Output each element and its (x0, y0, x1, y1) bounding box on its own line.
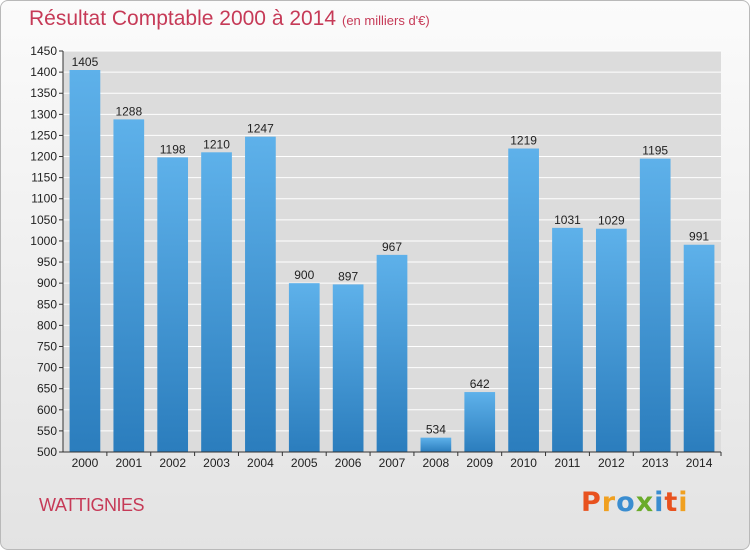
bar-2003 (201, 152, 232, 452)
x-tick-label: 2007 (379, 456, 406, 470)
data-label-2001: 1288 (115, 104, 142, 118)
bar-2013 (639, 158, 671, 452)
y-tick-label: 1250 (30, 128, 57, 142)
data-label-2009: 642 (470, 377, 490, 391)
x-tick-label: 2001 (115, 456, 142, 470)
x-tick-label: 2012 (598, 456, 625, 470)
brand-letter: o (616, 487, 636, 518)
data-label-2005: 900 (294, 268, 314, 282)
chart-subtitle: (en milliers d'€) (342, 13, 430, 28)
bar-2009 (464, 392, 496, 452)
chart-title: Résultat Comptable 2000 à 2014 (29, 7, 337, 30)
brand-letter: i (654, 487, 665, 518)
y-tick-label: 1300 (30, 107, 57, 121)
bar-2012 (595, 228, 627, 452)
bar-2005 (288, 283, 320, 452)
y-tick-label: 800 (37, 318, 57, 332)
brand-letter: i (678, 487, 689, 518)
bar-2014 (683, 244, 715, 452)
brand-letter: r (601, 487, 617, 518)
place-name: WATTIGNIES (39, 495, 145, 515)
data-label-2007: 967 (382, 240, 402, 254)
y-tick-label: 1100 (31, 192, 57, 206)
y-tick-label: 1000 (30, 234, 57, 248)
data-label-2012: 1029 (598, 214, 625, 228)
data-label-2011: 1031 (554, 213, 581, 227)
bar-2000 (69, 69, 101, 452)
y-tick-label: 750 (37, 339, 57, 353)
brand-letter: t (664, 487, 679, 518)
x-tick-label: 2013 (642, 456, 669, 470)
bars (69, 69, 715, 453)
data-label-2003: 1210 (203, 137, 230, 151)
x-tick-label: 2004 (247, 456, 274, 470)
y-tick-label: 900 (37, 276, 57, 290)
brand-logo: Proxiti (581, 487, 689, 518)
data-label-2006: 897 (338, 269, 358, 283)
x-tick-label: 2003 (203, 456, 230, 470)
y-tick-label: 1050 (30, 213, 57, 227)
y-tick-label: 1450 (30, 44, 57, 58)
bar-2002 (157, 157, 189, 452)
y-tick-label: 650 (37, 382, 57, 396)
x-tick-label: 2009 (466, 456, 493, 470)
data-labels: 1405 1288 1198 1210 1247 900 897 967 534 642 1219 1… (72, 55, 710, 437)
x-tick-label: 2014 (686, 456, 713, 470)
bar-2001 (113, 119, 145, 453)
bar-2008 (420, 437, 452, 452)
data-label-2000: 1405 (72, 55, 99, 69)
data-label-2002: 1198 (160, 142, 186, 156)
data-label-2014: 991 (689, 230, 709, 244)
x-tick-label: 2002 (159, 456, 186, 470)
y-tick-label: 550 (37, 424, 57, 438)
x-tick-label: 2005 (291, 456, 318, 470)
data-label-2013: 1195 (642, 144, 668, 158)
y-axis: 500 550 600 650 700 750 800 850 900 950 1000 1050 11… (30, 44, 64, 459)
y-tick-label: 500 (37, 445, 57, 459)
bar-2011 (552, 227, 583, 452)
data-label-2008: 534 (426, 423, 446, 437)
data-label-2004: 1247 (247, 122, 274, 136)
y-tick-label: 1200 (30, 150, 57, 164)
x-tick-label: 2000 (72, 456, 99, 470)
x-tick-label: 2011 (555, 456, 581, 470)
y-tick-label: 850 (37, 297, 57, 311)
brand-letter: P (581, 487, 602, 518)
data-label-2010: 1219 (510, 134, 537, 148)
y-tick-label: 600 (37, 403, 57, 417)
y-tick-label: 1350 (30, 86, 57, 100)
x-tick-label: 2006 (335, 456, 362, 470)
x-tick-label: 2008 (423, 456, 450, 470)
bar-2004 (245, 136, 276, 452)
x-axis: 2000 2001 2002 2003 2004 2005 2006 2007 2008 2009… (63, 451, 722, 470)
y-tick-label: 1400 (30, 65, 57, 79)
bar-2007 (376, 254, 408, 452)
brand-letter: x (635, 487, 655, 518)
bar-2010 (508, 148, 539, 452)
x-tick-label: 2010 (510, 456, 537, 470)
y-tick-label: 1150 (31, 171, 57, 185)
y-tick-label: 700 (37, 361, 57, 375)
y-tick-label: 950 (37, 255, 57, 269)
bar-2006 (332, 284, 364, 452)
